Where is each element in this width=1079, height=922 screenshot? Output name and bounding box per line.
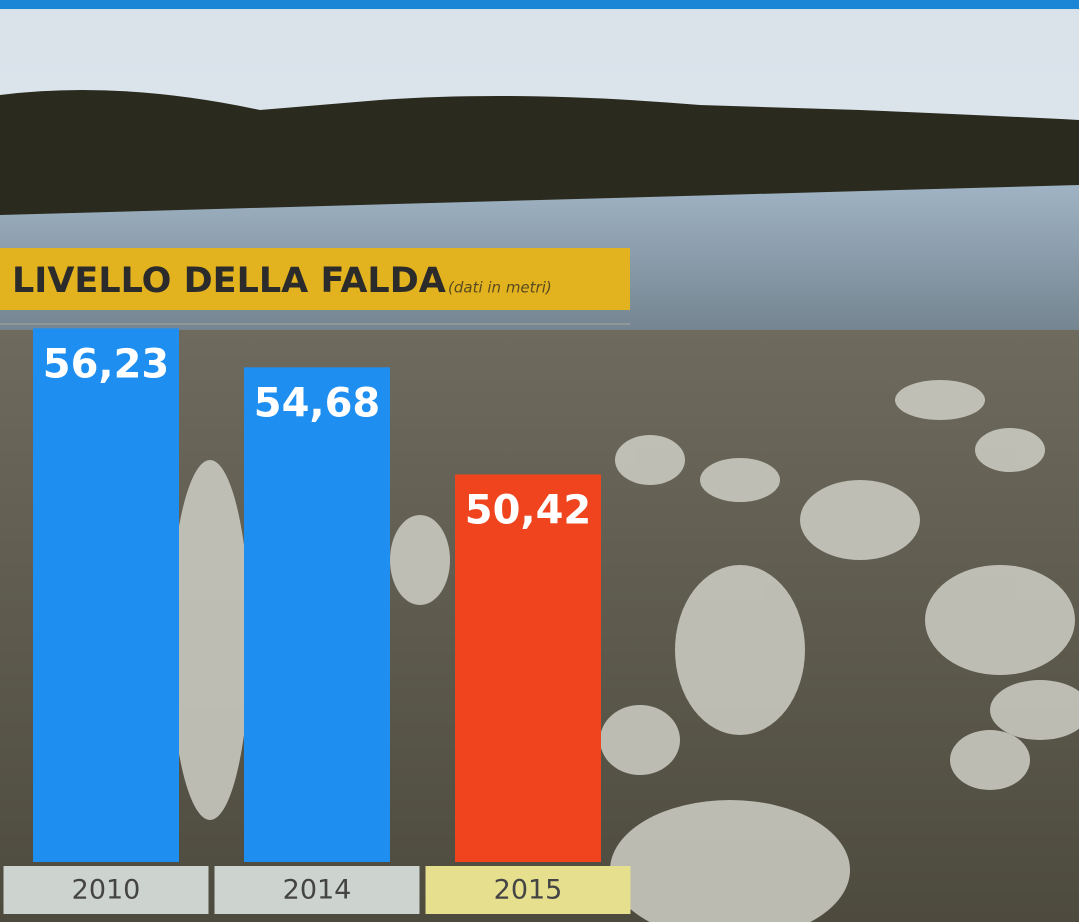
value-label: 56,23 [43,341,170,387]
x-tick-label: 2014 [283,875,352,906]
value-label: 54,68 [254,380,381,426]
bar [244,367,390,862]
chart: LIVELLO DELLA FALDA (dati in metri) 56,2… [0,0,1079,922]
chart-title: LIVELLO DELLA FALDA [12,261,446,301]
x-tick-label: 2010 [72,875,141,906]
x-tick-label: 2015 [494,875,563,906]
value-label: 50,42 [465,487,592,533]
chart-subtitle: (dati in metri) [448,279,552,297]
bar [33,328,179,862]
